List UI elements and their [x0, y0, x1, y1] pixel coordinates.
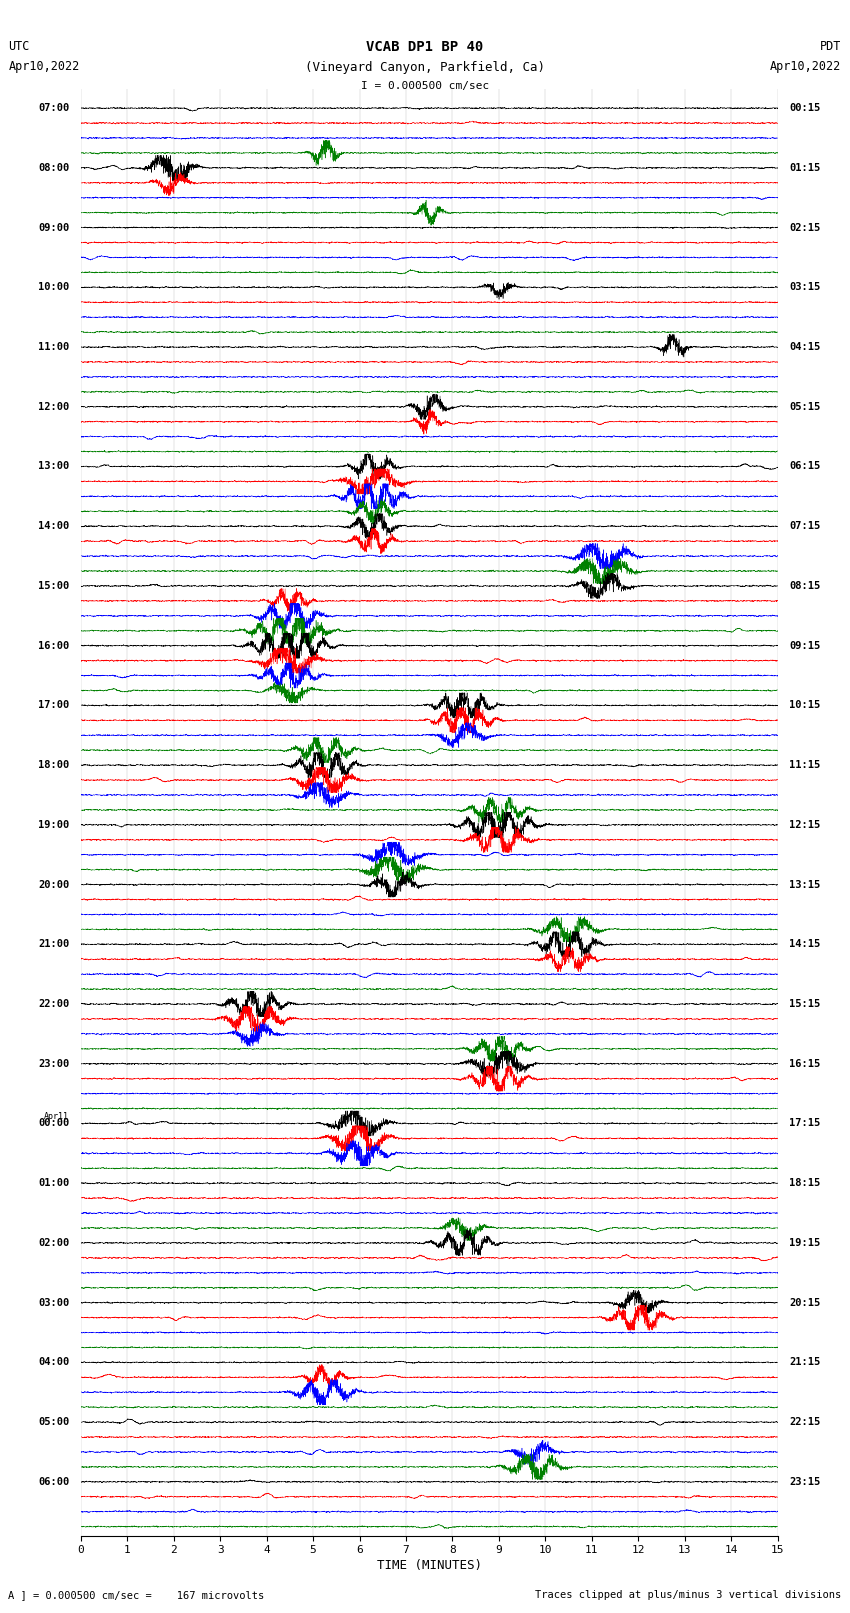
Text: 06:00: 06:00: [38, 1478, 69, 1487]
Text: 23:15: 23:15: [790, 1478, 820, 1487]
Text: 11:15: 11:15: [790, 760, 820, 769]
Text: Traces clipped at plus/minus 3 vertical divisions: Traces clipped at plus/minus 3 vertical …: [536, 1590, 842, 1600]
Text: 07:00: 07:00: [38, 103, 69, 113]
Text: 20:00: 20:00: [38, 879, 69, 889]
Text: (Vineyard Canyon, Parkfield, Ca): (Vineyard Canyon, Parkfield, Ca): [305, 61, 545, 74]
Text: 03:00: 03:00: [38, 1297, 69, 1308]
Text: 02:15: 02:15: [790, 223, 820, 232]
Text: 22:00: 22:00: [38, 998, 69, 1010]
Text: 15:15: 15:15: [790, 998, 820, 1010]
Text: 12:00: 12:00: [38, 402, 69, 411]
Text: 02:00: 02:00: [38, 1237, 69, 1248]
Text: 09:00: 09:00: [38, 223, 69, 232]
Text: 00:00: 00:00: [38, 1118, 69, 1129]
Text: 17:00: 17:00: [38, 700, 69, 710]
Text: 15:00: 15:00: [38, 581, 69, 590]
Text: VCAB DP1 BP 40: VCAB DP1 BP 40: [366, 40, 484, 55]
Text: 19:15: 19:15: [790, 1237, 820, 1248]
Text: 08:15: 08:15: [790, 581, 820, 590]
Text: 13:00: 13:00: [38, 461, 69, 471]
X-axis label: TIME (MINUTES): TIME (MINUTES): [377, 1560, 482, 1573]
Text: 13:15: 13:15: [790, 879, 820, 889]
Text: 00:15: 00:15: [790, 103, 820, 113]
Text: 10:15: 10:15: [790, 700, 820, 710]
Text: 04:15: 04:15: [790, 342, 820, 352]
Text: 19:00: 19:00: [38, 819, 69, 829]
Text: 16:15: 16:15: [790, 1058, 820, 1069]
Text: 01:15: 01:15: [790, 163, 820, 173]
Text: 12:15: 12:15: [790, 819, 820, 829]
Text: Apr10,2022: Apr10,2022: [8, 60, 80, 73]
Text: 14:00: 14:00: [38, 521, 69, 531]
Text: 16:00: 16:00: [38, 640, 69, 650]
Text: 01:00: 01:00: [38, 1177, 69, 1189]
Text: 03:15: 03:15: [790, 282, 820, 292]
Text: 17:15: 17:15: [790, 1118, 820, 1129]
Text: 21:15: 21:15: [790, 1358, 820, 1368]
Text: 04:00: 04:00: [38, 1358, 69, 1368]
Text: 14:15: 14:15: [790, 939, 820, 950]
Text: 09:15: 09:15: [790, 640, 820, 650]
Text: 06:15: 06:15: [790, 461, 820, 471]
Text: 05:00: 05:00: [38, 1418, 69, 1428]
Text: A ] = 0.000500 cm/sec =    167 microvolts: A ] = 0.000500 cm/sec = 167 microvolts: [8, 1590, 264, 1600]
Text: 21:00: 21:00: [38, 939, 69, 950]
Text: Apr10,2022: Apr10,2022: [770, 60, 842, 73]
Text: PDT: PDT: [820, 40, 842, 53]
Text: 10:00: 10:00: [38, 282, 69, 292]
Text: 18:00: 18:00: [38, 760, 69, 769]
Text: 05:15: 05:15: [790, 402, 820, 411]
Text: 11:00: 11:00: [38, 342, 69, 352]
Text: UTC: UTC: [8, 40, 30, 53]
Text: 23:00: 23:00: [38, 1058, 69, 1069]
Text: 07:15: 07:15: [790, 521, 820, 531]
Text: I = 0.000500 cm/sec: I = 0.000500 cm/sec: [361, 81, 489, 90]
Text: 08:00: 08:00: [38, 163, 69, 173]
Text: 18:15: 18:15: [790, 1177, 820, 1189]
Text: Apr11: Apr11: [44, 1113, 69, 1121]
Text: 22:15: 22:15: [790, 1418, 820, 1428]
Text: 20:15: 20:15: [790, 1297, 820, 1308]
